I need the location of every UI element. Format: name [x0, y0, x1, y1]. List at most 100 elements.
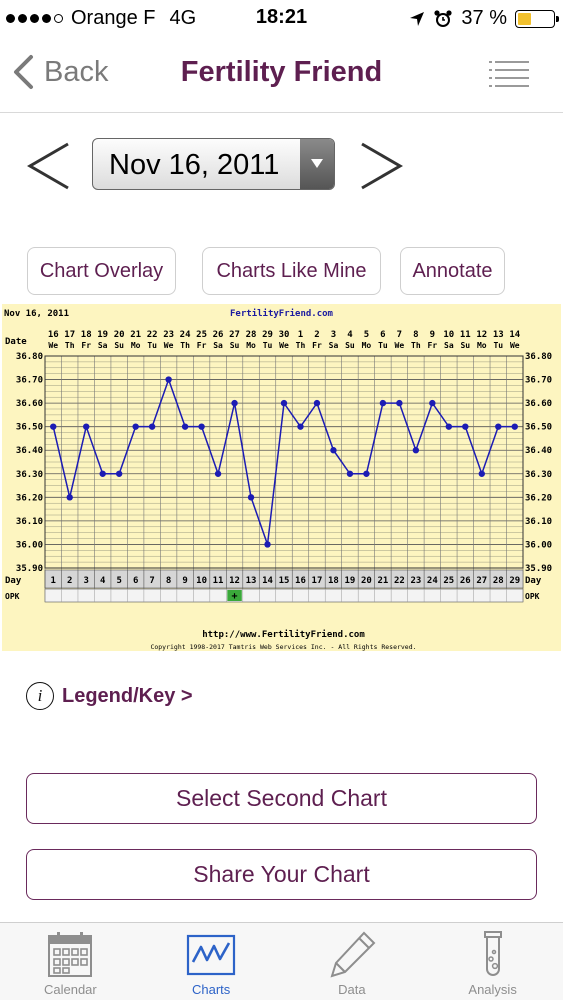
- fertility-chart[interactable]: Nov 16, 2011 FertilityFriend.com Date 16 17 1…: [2, 304, 561, 651]
- charts-like-mine-button[interactable]: Charts Like Mine: [202, 247, 381, 295]
- date-number: 18: [81, 330, 92, 340]
- weekday-label: Tu: [147, 341, 157, 350]
- chart-overlay-button[interactable]: Chart Overlay: [27, 247, 176, 295]
- weekday-label: Fr: [312, 341, 322, 350]
- weekday-label: We: [395, 341, 405, 350]
- status-right: 37 %: [409, 7, 559, 30]
- day-number: 13: [246, 576, 257, 586]
- date-number: 6: [380, 330, 385, 340]
- menu-button[interactable]: [489, 60, 529, 88]
- weekday-label: Sa: [98, 341, 108, 350]
- date-number: 29: [262, 330, 273, 340]
- info-icon: i: [26, 682, 54, 710]
- bbt-chart: Nov 16, 2011 FertilityFriend.com Date 16 17 1…: [2, 304, 561, 651]
- day-number: 2: [67, 576, 72, 586]
- weekday-label: Mo: [131, 341, 141, 350]
- tab-charts[interactable]: Charts: [141, 923, 282, 1000]
- signal-strength-icon: [6, 14, 63, 23]
- date-number: 7: [397, 330, 402, 340]
- chart-icon: [187, 934, 236, 976]
- temperature-point: [297, 423, 304, 430]
- y-tick-label-right: 36.60: [525, 399, 552, 409]
- dropdown-arrow-icon: [300, 139, 334, 189]
- temperature-point: [313, 399, 321, 407]
- tab-analysis[interactable]: Analysis: [422, 923, 563, 1000]
- date-number: 9: [430, 330, 435, 340]
- weekday-label: Sa: [329, 341, 339, 350]
- back-label: Back: [44, 55, 109, 88]
- tab-data[interactable]: Data: [282, 923, 423, 1000]
- page-title: Fertility Friend: [180, 56, 383, 88]
- weekday-label: Tu: [263, 341, 273, 350]
- date-number: 19: [97, 330, 108, 340]
- tab-calendar[interactable]: Calendar: [0, 923, 141, 1000]
- day-number: 6: [133, 576, 138, 586]
- weekday-label: Fr: [197, 341, 207, 350]
- y-tick-label-right: 36.40: [525, 446, 552, 456]
- weekday-label: Su: [345, 341, 355, 350]
- alarm-clock-icon: [434, 9, 453, 27]
- location-arrow-icon: [410, 11, 425, 26]
- legend-link[interactable]: i Legend/Key >: [26, 682, 193, 710]
- tab-analysis-label: Analysis: [468, 982, 517, 997]
- temperature-point: [396, 399, 403, 407]
- share-chart-button[interactable]: Share Your Chart: [26, 849, 537, 900]
- y-tick-label-right: 36.30: [525, 470, 552, 480]
- weekday-label: Fr: [81, 341, 91, 350]
- day-number: 21: [377, 576, 388, 586]
- previous-date-button[interactable]: [24, 140, 74, 192]
- day-number: 28: [493, 576, 504, 586]
- weekday-label: Mo: [362, 341, 372, 350]
- temperature-point: [412, 447, 420, 454]
- temperature-point: [330, 447, 337, 454]
- date-number: 30: [279, 330, 290, 340]
- chart-footer-url: http://www.FertilityFriend.com: [202, 629, 365, 640]
- weekday-label: We: [48, 341, 58, 350]
- weekday-label: Fr: [428, 341, 438, 350]
- date-number: 14: [509, 330, 520, 340]
- date-row-label: Date: [5, 337, 27, 347]
- day-number: 27: [476, 576, 487, 586]
- calendar-icon: [48, 932, 93, 977]
- weekday-label: Th: [180, 341, 190, 350]
- tab-calendar-label: Calendar: [43, 982, 97, 997]
- day-number: 18: [328, 576, 339, 586]
- chart-site-title: FertilityFriend.com: [230, 308, 334, 319]
- y-tick-label-right: 36.50: [525, 423, 552, 433]
- day-number: 17: [312, 576, 323, 586]
- select-second-chart-button[interactable]: Select Second Chart: [26, 773, 537, 824]
- chart-date-label: Nov 16, 2011: [4, 309, 69, 319]
- temperature-point: [214, 470, 222, 477]
- date-number: 11: [460, 330, 471, 340]
- next-date-button[interactable]: [356, 140, 406, 192]
- date-number: 13: [493, 330, 504, 340]
- day-number: 22: [394, 576, 405, 586]
- day-number: 8: [166, 576, 171, 586]
- tab-data-label: Data: [338, 982, 366, 997]
- temperature-point: [198, 423, 205, 430]
- navigation-bar: Back Fertility Friend: [0, 36, 563, 113]
- temperature-point: [264, 541, 271, 548]
- temperature-point: [181, 423, 189, 430]
- date-number: 16: [48, 330, 59, 340]
- temperature-point: [148, 423, 156, 430]
- day-number: 24: [427, 576, 438, 586]
- weekday-label: Th: [296, 341, 306, 350]
- temperature-point: [231, 399, 238, 407]
- temperature-point: [83, 423, 90, 430]
- date-selector[interactable]: Nov 16, 2011: [92, 138, 335, 190]
- temperature-point: [478, 470, 485, 477]
- temperature-point: [511, 423, 518, 430]
- weekday-label: Sa: [444, 341, 454, 350]
- date-number: 22: [147, 330, 158, 340]
- back-button[interactable]: Back: [12, 54, 108, 90]
- annotate-button[interactable]: Annotate: [400, 247, 505, 295]
- y-tick-label-left: 35.90: [16, 564, 43, 574]
- date-number: 27: [229, 330, 240, 340]
- weekday-label: Th: [65, 341, 75, 350]
- date-number: 10: [443, 330, 454, 340]
- date-number: 3: [331, 330, 336, 340]
- weekday-label: Sa: [213, 341, 223, 350]
- battery-icon: [515, 9, 559, 28]
- temperature-point: [280, 399, 288, 407]
